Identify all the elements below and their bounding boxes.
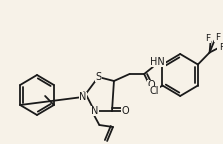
Text: F: F (219, 43, 223, 52)
Text: O: O (147, 80, 155, 90)
Text: S: S (95, 72, 101, 82)
Text: F: F (215, 33, 220, 42)
Text: O: O (122, 106, 130, 116)
Text: Cl: Cl (150, 87, 159, 96)
Text: F: F (205, 34, 210, 43)
Text: HN: HN (150, 57, 165, 67)
Text: N: N (91, 106, 98, 116)
Text: N: N (79, 92, 87, 102)
